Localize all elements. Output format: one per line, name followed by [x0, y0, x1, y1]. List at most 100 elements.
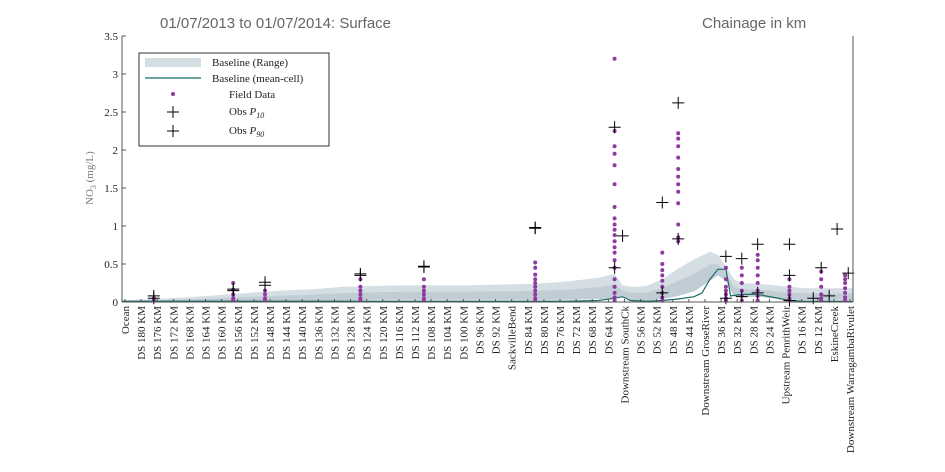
field-data-point [843, 273, 848, 278]
field-data-point [612, 151, 617, 156]
obs-p10-marker [616, 229, 629, 242]
legend: Baseline (Range) Baseline (mean-cell) Fi… [138, 52, 330, 147]
y-tick-label: 1 [113, 221, 119, 233]
field-data-point [843, 290, 848, 295]
obs-p90-marker [608, 121, 621, 134]
obs-p90-marker [529, 221, 542, 234]
x-tick-label: DS 112 KM [410, 306, 422, 360]
obs-p90-marker [735, 252, 748, 265]
field-data-point [787, 284, 792, 289]
field-data-point [676, 182, 681, 187]
obs-p90-marker [783, 269, 796, 282]
field-data-point [755, 281, 760, 285]
baseline-range-inner-area [122, 264, 853, 302]
field-data-point [612, 163, 617, 168]
x-tick-label: Downstream WarragambaRivulet [845, 306, 857, 453]
x-tick-label: DS 44 KM [684, 306, 696, 355]
field-data-point [739, 288, 744, 293]
x-tick-label: SackvilleBend [507, 306, 519, 371]
field-data-point [612, 182, 617, 187]
field-data-point [660, 268, 665, 273]
obs-p90-marker [783, 238, 796, 251]
obs-p90-marker [259, 276, 272, 289]
field-data-point [755, 273, 760, 278]
field-data-point [723, 265, 728, 270]
obs-p90-marker [227, 283, 240, 296]
legend-mean-label: Baseline (mean-cell) [212, 73, 304, 85]
x-tick-label: DS 16 KM [797, 306, 809, 355]
field-data-point [787, 292, 792, 297]
obs-p90-marker [815, 261, 828, 274]
x-tick-label: DS 84 KM [523, 306, 535, 355]
x-tick-label: DS 128 KM [346, 306, 358, 360]
x-tick-label: DS 176 KM [152, 306, 164, 360]
x-tick-label: DS 108 KM [426, 306, 438, 360]
chart-title-left: 01/07/2013 to 01/07/2014: Surface [160, 15, 391, 32]
obs-p10-marker [751, 286, 764, 299]
field-data-point [533, 272, 538, 277]
x-tick-label: DS 76 KM [555, 306, 567, 355]
field-data-point [676, 131, 681, 136]
field-data-point [660, 250, 665, 255]
baseline-mean-line [122, 268, 853, 302]
field-data-point [660, 273, 665, 278]
field-data-point [843, 277, 848, 282]
field-data-point [755, 258, 760, 263]
y-tick-label: 2 [113, 145, 119, 157]
field-data-point [676, 189, 681, 194]
field-data-point [533, 296, 538, 301]
x-tick-label: DS 116 KM [394, 306, 406, 360]
x-tick-label: DS 120 KM [378, 306, 390, 360]
field-data-point [612, 239, 617, 244]
obs-p90-marker [147, 289, 160, 302]
x-tick-label: DS 164 KM [201, 306, 213, 360]
x-tick-label: DS 92 KM [491, 306, 503, 355]
field-data-point [263, 292, 267, 297]
field-data-point [843, 286, 848, 291]
legend-p10-label: Obs P10 [229, 106, 264, 120]
field-data-point [676, 136, 681, 141]
x-tick-label: DS 32 KM [732, 306, 744, 355]
legend-range-label: Baseline (Range) [212, 57, 288, 69]
field-data-point [612, 284, 617, 289]
x-tick-label: DS 64 KM [603, 306, 615, 355]
x-tick-label: DS 152 KM [249, 306, 261, 360]
x-tick-label: DS 136 KM [313, 306, 325, 360]
field-data-point [533, 281, 538, 285]
field-data-point [843, 281, 848, 285]
field-data-point [660, 262, 665, 266]
x-tick-label: DS 144 KM [281, 306, 293, 360]
field-data-point [843, 295, 848, 300]
legend-field-swatch [171, 92, 175, 96]
y-tick-label: 3 [113, 69, 119, 81]
x-tick-label: DS 56 KM [636, 306, 648, 355]
x-tick-label: DS 12 KM [813, 306, 825, 355]
field-data-point [755, 252, 760, 257]
field-data-point [358, 292, 363, 297]
legend-range-swatch [145, 58, 201, 67]
y-axis-label: NO3 (mg/L) [84, 151, 98, 205]
x-tick-label: DS 100 KM [458, 306, 470, 360]
field-data-point [358, 296, 363, 301]
obs-p90-marker [672, 96, 685, 109]
y-tick-label: 1.5 [104, 183, 118, 195]
x-tick-label: DS 132 KM [329, 306, 341, 360]
x-tick-label: Downstream SouthCk [619, 306, 631, 404]
plot-area [121, 36, 855, 307]
field-data-point [723, 284, 728, 289]
x-tick-label: DS 180 KM [136, 306, 148, 360]
field-data-point [676, 201, 681, 206]
field-data-point [819, 284, 824, 289]
field-data-point [612, 56, 617, 61]
chart-title-right: Chainage in km [702, 15, 806, 32]
field-data-point [676, 155, 681, 160]
field-data-point [755, 265, 760, 270]
y-tick-label: 0 [113, 297, 119, 309]
obs-p90-marker [842, 267, 855, 280]
obs-p90-marker [719, 250, 732, 263]
x-tick-label: DS 168 KM [184, 306, 196, 360]
obs-p90-marker [354, 267, 367, 280]
field-data-point [723, 288, 728, 293]
obs-p10-marker [823, 289, 836, 302]
